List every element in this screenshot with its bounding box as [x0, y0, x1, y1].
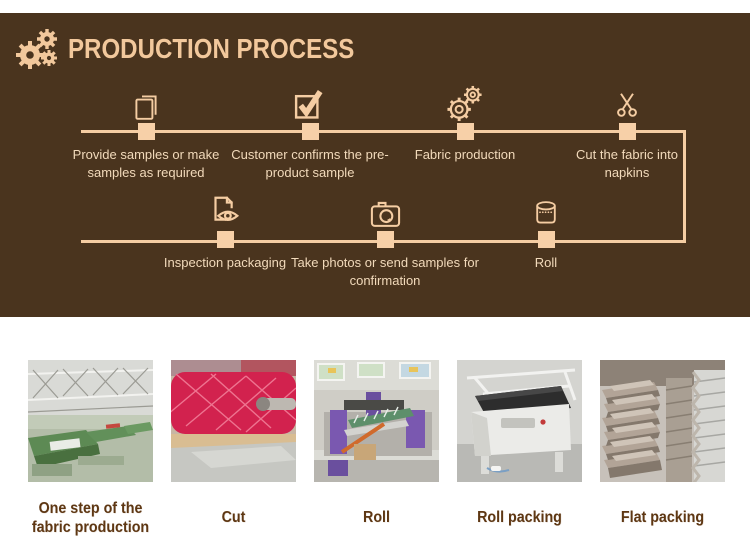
step-customer-confirms: Customer confirms the pre-product sample — [215, 85, 405, 190]
flow-node — [618, 123, 636, 140]
flow-node — [216, 231, 234, 248]
step-fabric-production: Fabric production — [370, 85, 560, 190]
caption-fabric-production: One step of the fabric production — [31, 500, 150, 537]
step-label: Take photos or send samples for confirma… — [291, 255, 479, 288]
flow-node — [301, 123, 319, 140]
caption-roll-packing: Roll packing — [477, 509, 562, 526]
flow-node — [456, 123, 474, 140]
step-provide-samples: Provide samples or make samples as requi… — [51, 85, 241, 190]
step-inspection-packaging: Inspection packaging — [130, 193, 320, 298]
photo-roll-packing-machine — [457, 360, 582, 482]
photo-fabric-production — [28, 360, 153, 482]
photo-roll-machine — [314, 360, 439, 482]
inspection-eye-icon — [130, 193, 320, 231]
step-roll: Roll — [451, 193, 641, 298]
flow-node — [376, 231, 394, 248]
flow-node — [137, 123, 155, 140]
step-label: Fabric production — [414, 147, 516, 162]
step-label: Cut the fabric into napkins — [576, 147, 678, 180]
caption-roll: Roll — [363, 509, 390, 526]
brown-background-band — [0, 13, 750, 317]
step-take-photos: Take photos or send samples for confirma… — [290, 193, 480, 298]
step-label: Provide samples or make samples as requi… — [72, 147, 220, 180]
gears-icon — [370, 85, 560, 123]
step-label: Customer confirms the pre-product sample — [231, 147, 389, 180]
header: PRODUCTION PROCESS — [14, 27, 401, 71]
step-label: Inspection packaging — [163, 255, 287, 270]
flow-node — [537, 231, 555, 248]
paper-roll-icon — [451, 193, 641, 231]
checkbox-icon — [215, 85, 405, 123]
caption-cut: Cut — [221, 509, 246, 526]
copy-icon — [51, 85, 241, 123]
caption-flat-packing: Flat packing — [620, 509, 705, 526]
photo-flat-packing-stacks — [600, 360, 725, 482]
flow-line-row1 — [81, 130, 686, 133]
flow-line-connector — [683, 130, 686, 243]
gears-icon — [14, 27, 60, 71]
step-label: Roll — [534, 255, 558, 270]
step-cut-fabric: Cut the fabric into napkins — [532, 85, 722, 190]
camera-icon — [290, 193, 480, 231]
page-title: PRODUCTION PROCESS — [68, 33, 355, 64]
scissors-icon — [532, 85, 722, 123]
photo-cut-machine — [171, 360, 296, 482]
